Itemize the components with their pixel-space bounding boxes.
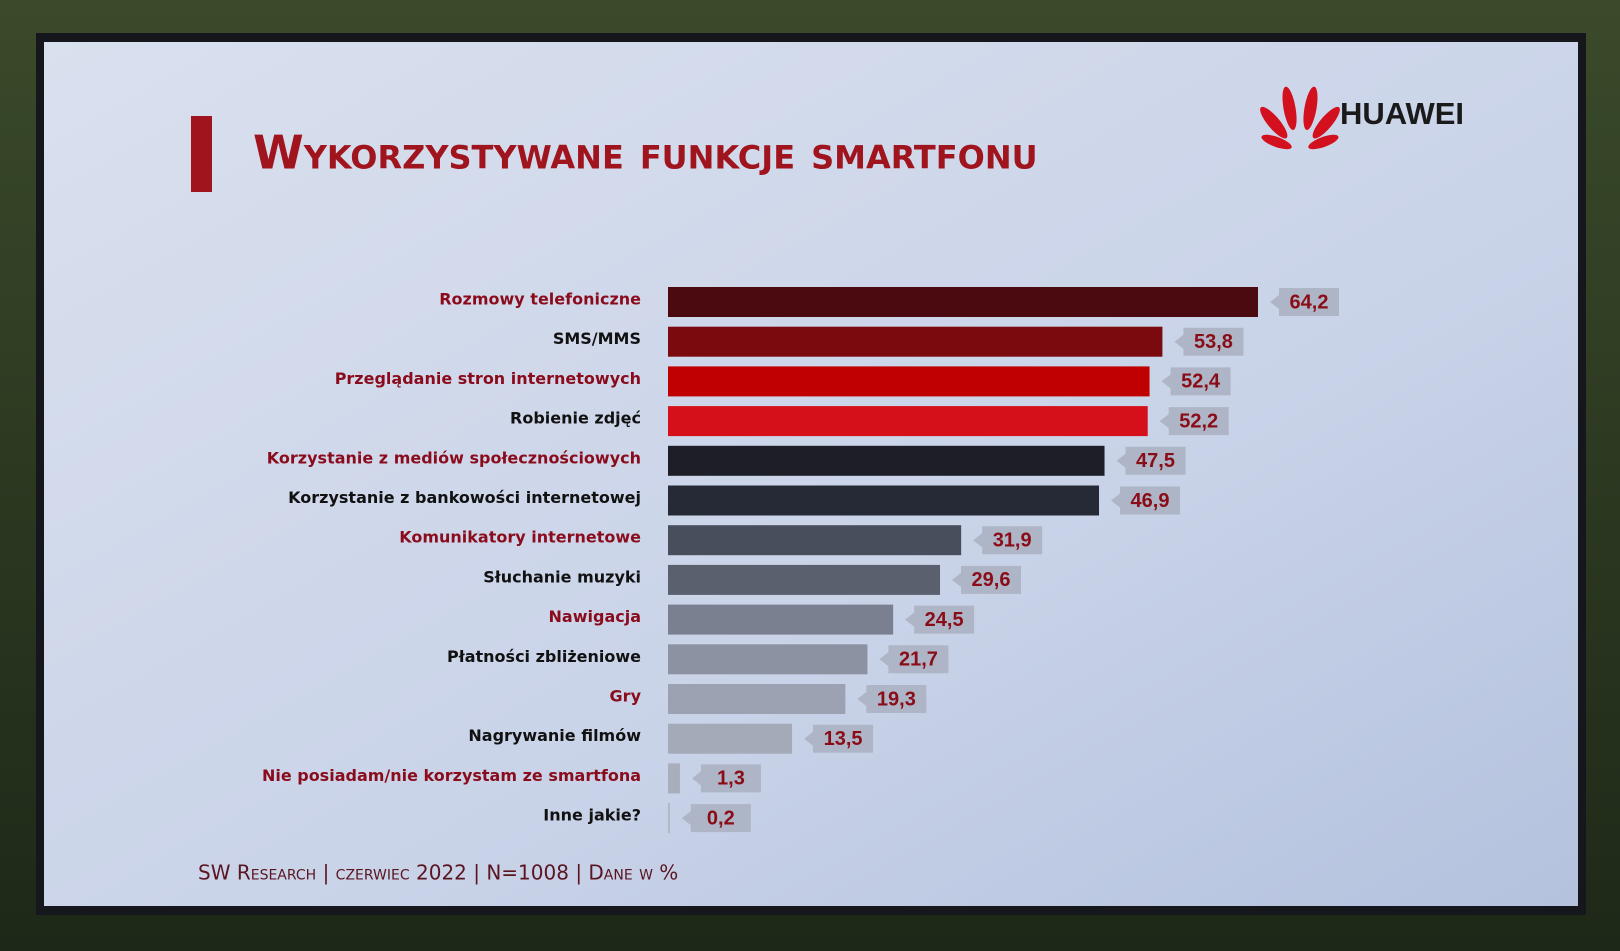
value-label: 64,2 [1290,291,1329,313]
value-label: 29,6 [972,569,1011,591]
bar [668,803,670,834]
value-label: 53,8 [1194,331,1233,353]
value-callout [973,526,1043,555]
value-callout [1269,288,1339,316]
category-label: Robienie zdjęć [510,409,641,428]
value-label: 21,7 [899,649,938,671]
category-label: Rozmowy telefoniczne [439,290,641,309]
category-label: Nagrywanie filmów [468,726,641,745]
value-callout [691,764,761,793]
chart-title: Wykorzystywane funkcje smartfonu [253,126,1038,180]
value-label: 24,5 [925,609,964,631]
value-callout [804,724,874,753]
value-callout [1174,327,1244,356]
bar [668,287,1258,317]
bar [668,525,962,556]
value-label: 46,9 [1131,490,1170,512]
value-callout [905,605,975,634]
category-label: Komunikatory internetowe [399,528,641,547]
category-label: Inne jakie? [543,806,641,825]
value-callout [952,565,1022,594]
value-label: 47,5 [1136,450,1175,472]
bar [668,485,1100,516]
bar [668,366,1150,397]
value-label: 1,3 [717,768,745,790]
bar [668,445,1105,476]
value-label: 52,4 [1181,371,1221,393]
bar [668,684,846,714]
value-callout [1159,407,1229,436]
bar [668,723,793,754]
category-label: Przeglądanie stron internetowych [335,369,641,388]
title-accent [191,116,212,192]
category-label: Korzystanie z mediów społecznościowych [267,448,641,467]
value-callout [1161,367,1231,396]
category-label: Nawigacja [549,607,641,626]
category-label: Nie posiadam/nie korzystam ze smartfona [262,766,641,785]
value-label: 31,9 [993,529,1032,551]
brand-name: HUAWEI [1340,96,1464,131]
value-callout [857,685,927,713]
value-label: 13,5 [824,728,863,750]
brand-logo [1260,86,1340,150]
value-callout [1111,486,1181,515]
value-label: 0,2 [707,807,735,829]
category-label: SMS/MMS [553,329,641,348]
bar [668,326,1163,357]
value-callout [879,645,949,674]
value-callout [1116,446,1186,475]
value-callout [681,804,751,833]
bar [668,763,680,794]
source-note: SW Research | czerwiec 2022 | N=1008 | D… [198,861,678,885]
category-label: Gry [610,687,642,706]
value-label: 19,3 [877,688,916,710]
category-label: Korzystanie z bankowości internetowej [288,488,641,507]
bar [668,644,868,675]
bar [668,564,941,595]
bar [668,406,1148,437]
plot: Rozmowy telefoniczne 64,2 SMS/MMS 53,8 Przeg… [262,287,1339,834]
value-label: 52,2 [1179,410,1218,432]
category-label: Słuchanie muzyki [483,567,641,586]
bar [668,604,894,635]
category-label: Płatności zbliżeniowe [447,647,641,666]
